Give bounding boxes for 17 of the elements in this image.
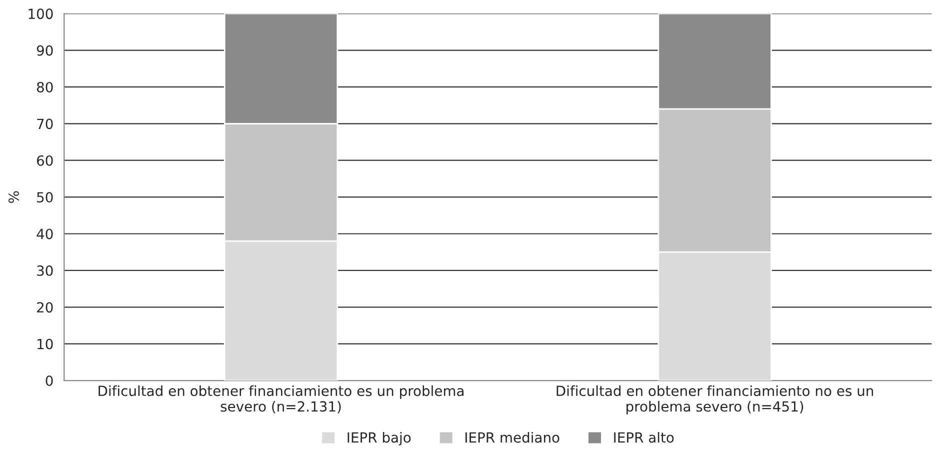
y-tick-label: 0 — [46, 375, 53, 386]
x-tick-label: Dificultad en obtener financiamiento no es un problema severo (n=451) — [556, 385, 874, 414]
y-tick-label: 50 — [37, 192, 53, 203]
y-tick-label: 80 — [36, 82, 53, 92]
y-tick-label: 30 — [37, 265, 53, 276]
y-tick-label: 100 — [28, 8, 53, 20]
y-tick-label: 10 — [38, 338, 53, 350]
legend-label: IEPR alto — [614, 432, 674, 443]
legend-label: IEPR bajo — [348, 432, 411, 446]
y-tick-label: 20 — [37, 302, 53, 313]
x-tick-label: Dificultad en obtener financiamiento es un problema severo (n=2.131) — [98, 385, 464, 414]
legend-label: IEPR mediano — [466, 432, 560, 443]
y-tick-label: 60 — [37, 155, 53, 166]
y-tick-label: 40 — [36, 228, 53, 240]
y-tick-label: 70 — [37, 118, 53, 130]
y-axis-title: % — [8, 191, 19, 203]
y-tick-label: 90 — [36, 45, 53, 56]
